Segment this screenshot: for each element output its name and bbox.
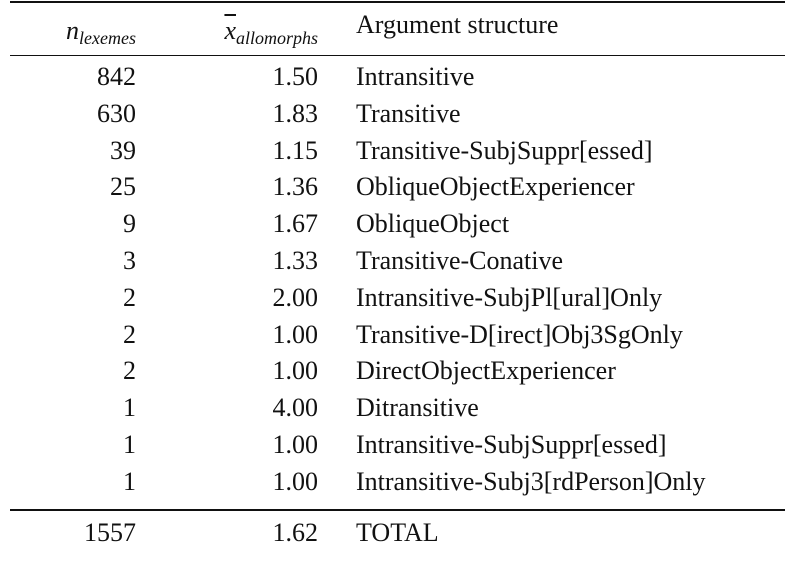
table-cell: 1.36 [272, 172, 319, 202]
table-cell: 1.33 [272, 246, 319, 275]
table-cell: Ditransitive [356, 393, 479, 423]
table-cell: 2 [123, 356, 136, 386]
table-cell: 4.00 [272, 393, 319, 423]
table-cell: TOTAL [356, 518, 439, 547]
table-cell: Transitive-D[irect]Obj3SgOnly [356, 319, 683, 349]
table-cell: Transitive-SubjSuppr[essed] [356, 135, 653, 165]
table-cell: 2.00 [272, 282, 319, 312]
table-cell: 1 [123, 466, 136, 496]
table-cell: 3 [123, 246, 136, 275]
table-cell: Intransitive-SubjSuppr[essed] [356, 430, 667, 459]
symbol: n [66, 16, 80, 45]
top-rule [10, 1, 785, 3]
subscript: lexemes [79, 28, 136, 48]
table-cell: 1.67 [272, 209, 319, 239]
table-cell: 25 [110, 172, 136, 202]
subscript: allomorphs [235, 28, 318, 48]
table-cell: 1.00 [272, 356, 319, 386]
table-cell: 1.00 [272, 430, 319, 459]
table-cell: Intransitive-SubjPl[ural]Only [356, 282, 663, 312]
table-cell: Transitive-Conative [356, 246, 564, 275]
table-cell: Intransitive [356, 62, 475, 91]
table-cell: 1.50 [272, 62, 319, 91]
table-cell: 1.00 [272, 466, 319, 496]
total-rule [10, 509, 785, 511]
table-cell: DirectObjectExperiencer [356, 356, 616, 386]
table-cell: 39 [110, 135, 136, 165]
table-cell: 2 [123, 319, 136, 349]
table-cell: Intransitive-Subj3[rdPerson]Only [356, 466, 706, 496]
symbol: x [224, 16, 236, 45]
table-cell: 1.00 [272, 319, 319, 349]
header-cell: Argument structure [356, 10, 559, 39]
table-cell: 1557 [84, 518, 136, 547]
table-cell: ObliqueObject [356, 209, 510, 239]
table-cell: 9 [123, 209, 136, 239]
table-cell: Transitive [356, 98, 461, 128]
table-cell: 2 [123, 282, 136, 312]
header-cell: nlexemes [66, 16, 136, 48]
table-cell: 1.83 [272, 98, 319, 128]
table-cell: 1 [123, 393, 136, 423]
table-cell: 1.62 [272, 518, 319, 547]
header-rule [10, 55, 785, 56]
table-cell: 1 [123, 430, 136, 459]
table-cell: 842 [97, 62, 136, 91]
table-cell: ObliqueObjectExperiencer [356, 172, 635, 202]
header-cell: xallomorphs [224, 16, 318, 48]
table-cell: 630 [97, 98, 136, 128]
table-cell: 1.15 [272, 135, 319, 165]
